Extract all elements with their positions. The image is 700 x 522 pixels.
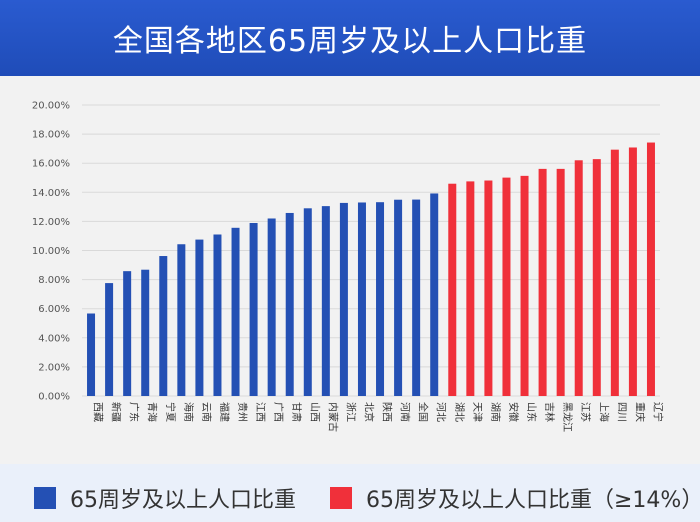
y-tick-label: 4.00% (38, 333, 70, 344)
x-category-label: 河南 (399, 402, 412, 422)
bars (87, 142, 655, 396)
x-category-label: 山西 (308, 402, 320, 422)
x-category-label: 西藏 (92, 402, 104, 422)
bar-山东 (520, 175, 529, 396)
x-category-label: 重庆 (633, 402, 646, 422)
bar-辽宁 (646, 142, 655, 396)
bar-西藏 (87, 313, 96, 396)
bar-湖南 (484, 180, 493, 396)
x-category-label: 北京 (362, 402, 375, 422)
x-category-label: 河北 (435, 402, 447, 422)
y-tick-label: 8.00% (38, 275, 70, 286)
y-tick-label: 6.00% (38, 304, 70, 315)
bar-重庆 (628, 147, 637, 396)
legend-label-normal: 65周岁及以上人口比重 (70, 488, 296, 513)
bar-内蒙古 (321, 206, 330, 396)
x-category-label: 贵州 (236, 402, 249, 422)
x-category-label: 湖南 (489, 402, 502, 422)
x-category-label: 陕西 (381, 402, 394, 422)
x-category-label: 甘肃 (290, 402, 303, 422)
x-category-label: 广东 (128, 402, 141, 422)
x-category-label: 新疆 (110, 402, 123, 422)
bar-贵州 (231, 227, 240, 396)
gridlines (82, 104, 660, 397)
bar-海南 (177, 244, 186, 396)
legend-label-high: 65周岁及以上人口比重（≥14%） (366, 488, 700, 513)
bar-河北 (430, 193, 439, 396)
y-axis-ticks: 0.00% 2.00% 4.00% 6.00% 8.00% 10.00% 12.00% 14.… (32, 101, 70, 403)
y-tick-label: 0.00% (38, 392, 70, 403)
bar-河南 (394, 199, 403, 396)
chart-area: 0.00% 2.00% 4.00% 6.00% 8.00% 10.00% 12.00% 14.… (0, 76, 700, 464)
bar-甘肃 (285, 212, 294, 396)
bar-广东 (123, 271, 132, 396)
bar-广西 (267, 218, 276, 396)
title-banner: 全国各地区65周岁及以上人口比重 (0, 0, 700, 76)
x-category-label: 广西 (272, 402, 284, 422)
bar-安徽 (502, 177, 511, 396)
bar-chart: 0.00% 2.00% 4.00% 6.00% 8.00% 10.00% 12.00% 14.… (32, 101, 665, 433)
x-category-label: 上海 (597, 402, 610, 422)
bar-陕西 (376, 202, 385, 396)
bar-云南 (195, 239, 204, 396)
x-category-label: 江西 (254, 402, 266, 422)
bar-青海 (141, 269, 150, 396)
legend-swatch-blue (34, 487, 56, 509)
bar-北京 (357, 202, 366, 396)
legend-item-normal: 65周岁及以上人口比重 (34, 482, 296, 514)
y-tick-label: 18.00% (32, 130, 70, 141)
bar-山西 (303, 208, 312, 396)
x-category-label: 四川 (615, 402, 626, 422)
x-category-label: 浙江 (344, 402, 356, 422)
x-category-label: 内蒙古 (326, 402, 339, 432)
y-tick-label: 2.00% (38, 362, 70, 373)
x-category-label: 江苏 (579, 402, 592, 422)
x-category-label: 青海 (146, 402, 159, 422)
y-tick-label: 12.00% (32, 217, 70, 228)
bar-宁夏 (159, 256, 168, 396)
chart-title: 全国各地区65周岁及以上人口比重 (112, 24, 588, 59)
x-category-label: 吉林 (543, 402, 556, 422)
bar-四川 (610, 149, 619, 396)
bar-全国 (412, 199, 421, 396)
x-category-label: 云南 (200, 402, 213, 422)
x-category-label: 天津 (471, 402, 483, 422)
bar-上海 (592, 159, 601, 396)
legend: 65周岁及以上人口比重 65周岁及以上人口比重（≥14%） (0, 464, 700, 522)
bar-浙江 (339, 202, 348, 396)
x-category-label: 湖北 (453, 402, 465, 422)
y-tick-label: 16.00% (32, 159, 70, 170)
y-tick-label: 10.00% (32, 246, 70, 257)
x-category-label: 黑龙江 (561, 402, 574, 432)
bar-新疆 (105, 283, 114, 396)
bar-天津 (466, 181, 475, 396)
x-axis-categories: 西藏 新疆 广东 青海 宁夏 海南 云南 福建 贵州 江西 广西 甘肃 山西 内蒙古 浙江 北京 陕西 河南 全国河… (92, 402, 665, 432)
x-category-label: 辽宁 (651, 402, 664, 422)
x-category-label: 山东 (525, 402, 538, 422)
x-category-label: 宁夏 (164, 402, 177, 422)
bar-江苏 (574, 160, 583, 396)
bar-福建 (213, 234, 222, 396)
x-category-label: 安徽 (507, 402, 520, 422)
legend-swatch-red (330, 487, 352, 509)
bar-吉林 (538, 168, 547, 396)
y-tick-label: 14.00% (32, 188, 70, 199)
x-category-label: 海南 (182, 402, 195, 422)
bar-黑龙江 (556, 168, 565, 396)
x-category-label: 全国 (417, 402, 430, 422)
y-tick-label: 20.00% (32, 101, 70, 112)
bar-湖北 (448, 183, 457, 396)
legend-item-high: 65周岁及以上人口比重（≥14%） (330, 482, 700, 514)
bar-江西 (249, 223, 258, 396)
x-category-label: 福建 (218, 402, 231, 422)
